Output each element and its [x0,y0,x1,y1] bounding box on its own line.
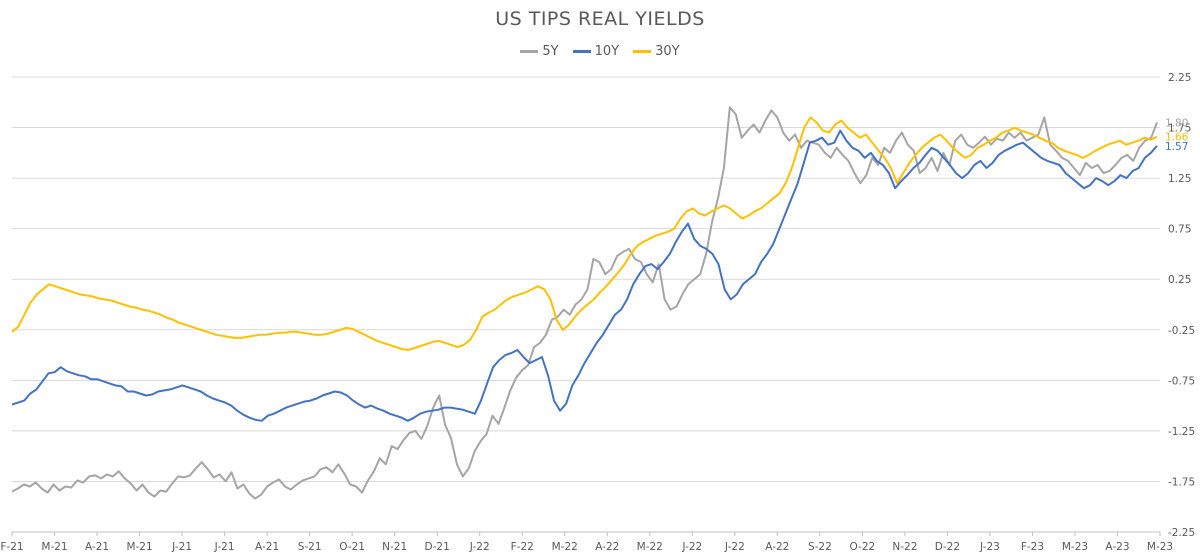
end-label-5y: 1.80 [1165,118,1188,130]
y-tick-label: -2.25 [1168,527,1195,539]
y-tick-label: -1.25 [1168,426,1195,438]
series-line-30y [11,116,1158,351]
x-tick-label: N-22 [892,541,917,553]
legend-label-30y: 30Y [655,44,680,59]
x-tick-label: A-22 [765,541,789,553]
end-label-30y: 1.66 [1165,132,1189,144]
chart-title: US TIPS REAL YIELDS [495,8,705,30]
legend-swatch-30y [633,50,652,53]
x-tick-label: M-22 [552,541,578,553]
x-tick-label: J-22 [724,541,745,553]
x-tick-label: J-23 [979,541,1000,553]
legend-item-10y[interactable]: 10Y [572,44,620,59]
x-tick-label: A-21 [255,541,279,553]
x-tick-label: M-23 [1147,541,1173,553]
x-tick-label: F-23 [1021,541,1044,553]
x-tick-label: M-23 [1062,541,1088,553]
legend-item-30y[interactable]: 30Y [633,44,680,59]
x-tick-label: D-22 [935,541,960,553]
series-line-5y [11,106,1158,500]
chart-legend: 5Y 10Y 30Y [0,44,1200,59]
legend-swatch-10y [572,50,591,53]
x-tick-label: O-21 [339,541,365,553]
y-tick-label: 0.75 [1168,224,1191,236]
x-tick-label: J-22 [469,541,490,553]
y-tick-label: 2.25 [1168,72,1191,84]
legend-item-5y[interactable]: 5Y [520,44,559,59]
legend-label-5y: 5Y [542,44,559,59]
y-tick-label: -0.75 [1168,375,1195,387]
x-tick-label: M-21 [41,541,67,553]
end-label-10y: 1.57 [1165,141,1188,153]
x-tick-label: J-21 [171,541,192,553]
x-tick-label: F-21 [0,541,23,553]
x-tick-label: S-22 [808,541,832,553]
x-tick-label: F-22 [511,541,534,553]
x-tick-label: J-22 [681,541,702,553]
x-tick-label: J-21 [214,541,235,553]
x-tick-label: A-22 [595,541,619,553]
series-line-10y [11,129,1158,422]
x-tick-label: A-21 [85,541,109,553]
x-tick-label: O-22 [850,541,876,553]
y-tick-label: 1.75 [1168,123,1191,135]
y-tick-label: 1.25 [1168,173,1191,185]
x-tick-label: S-21 [298,541,322,553]
x-tick-label: M-21 [126,541,152,553]
x-tick-label: D-21 [425,541,450,553]
legend-label-10y: 10Y [594,44,620,59]
y-tick-label: -1.75 [1168,476,1195,488]
legend-swatch-5y [520,50,539,53]
x-tick-label: N-21 [382,541,407,553]
x-tick-label: M-22 [637,541,663,553]
y-tick-label: -0.25 [1168,325,1195,337]
y-tick-label: 0.25 [1168,274,1191,286]
x-tick-label: A-23 [1105,541,1129,553]
